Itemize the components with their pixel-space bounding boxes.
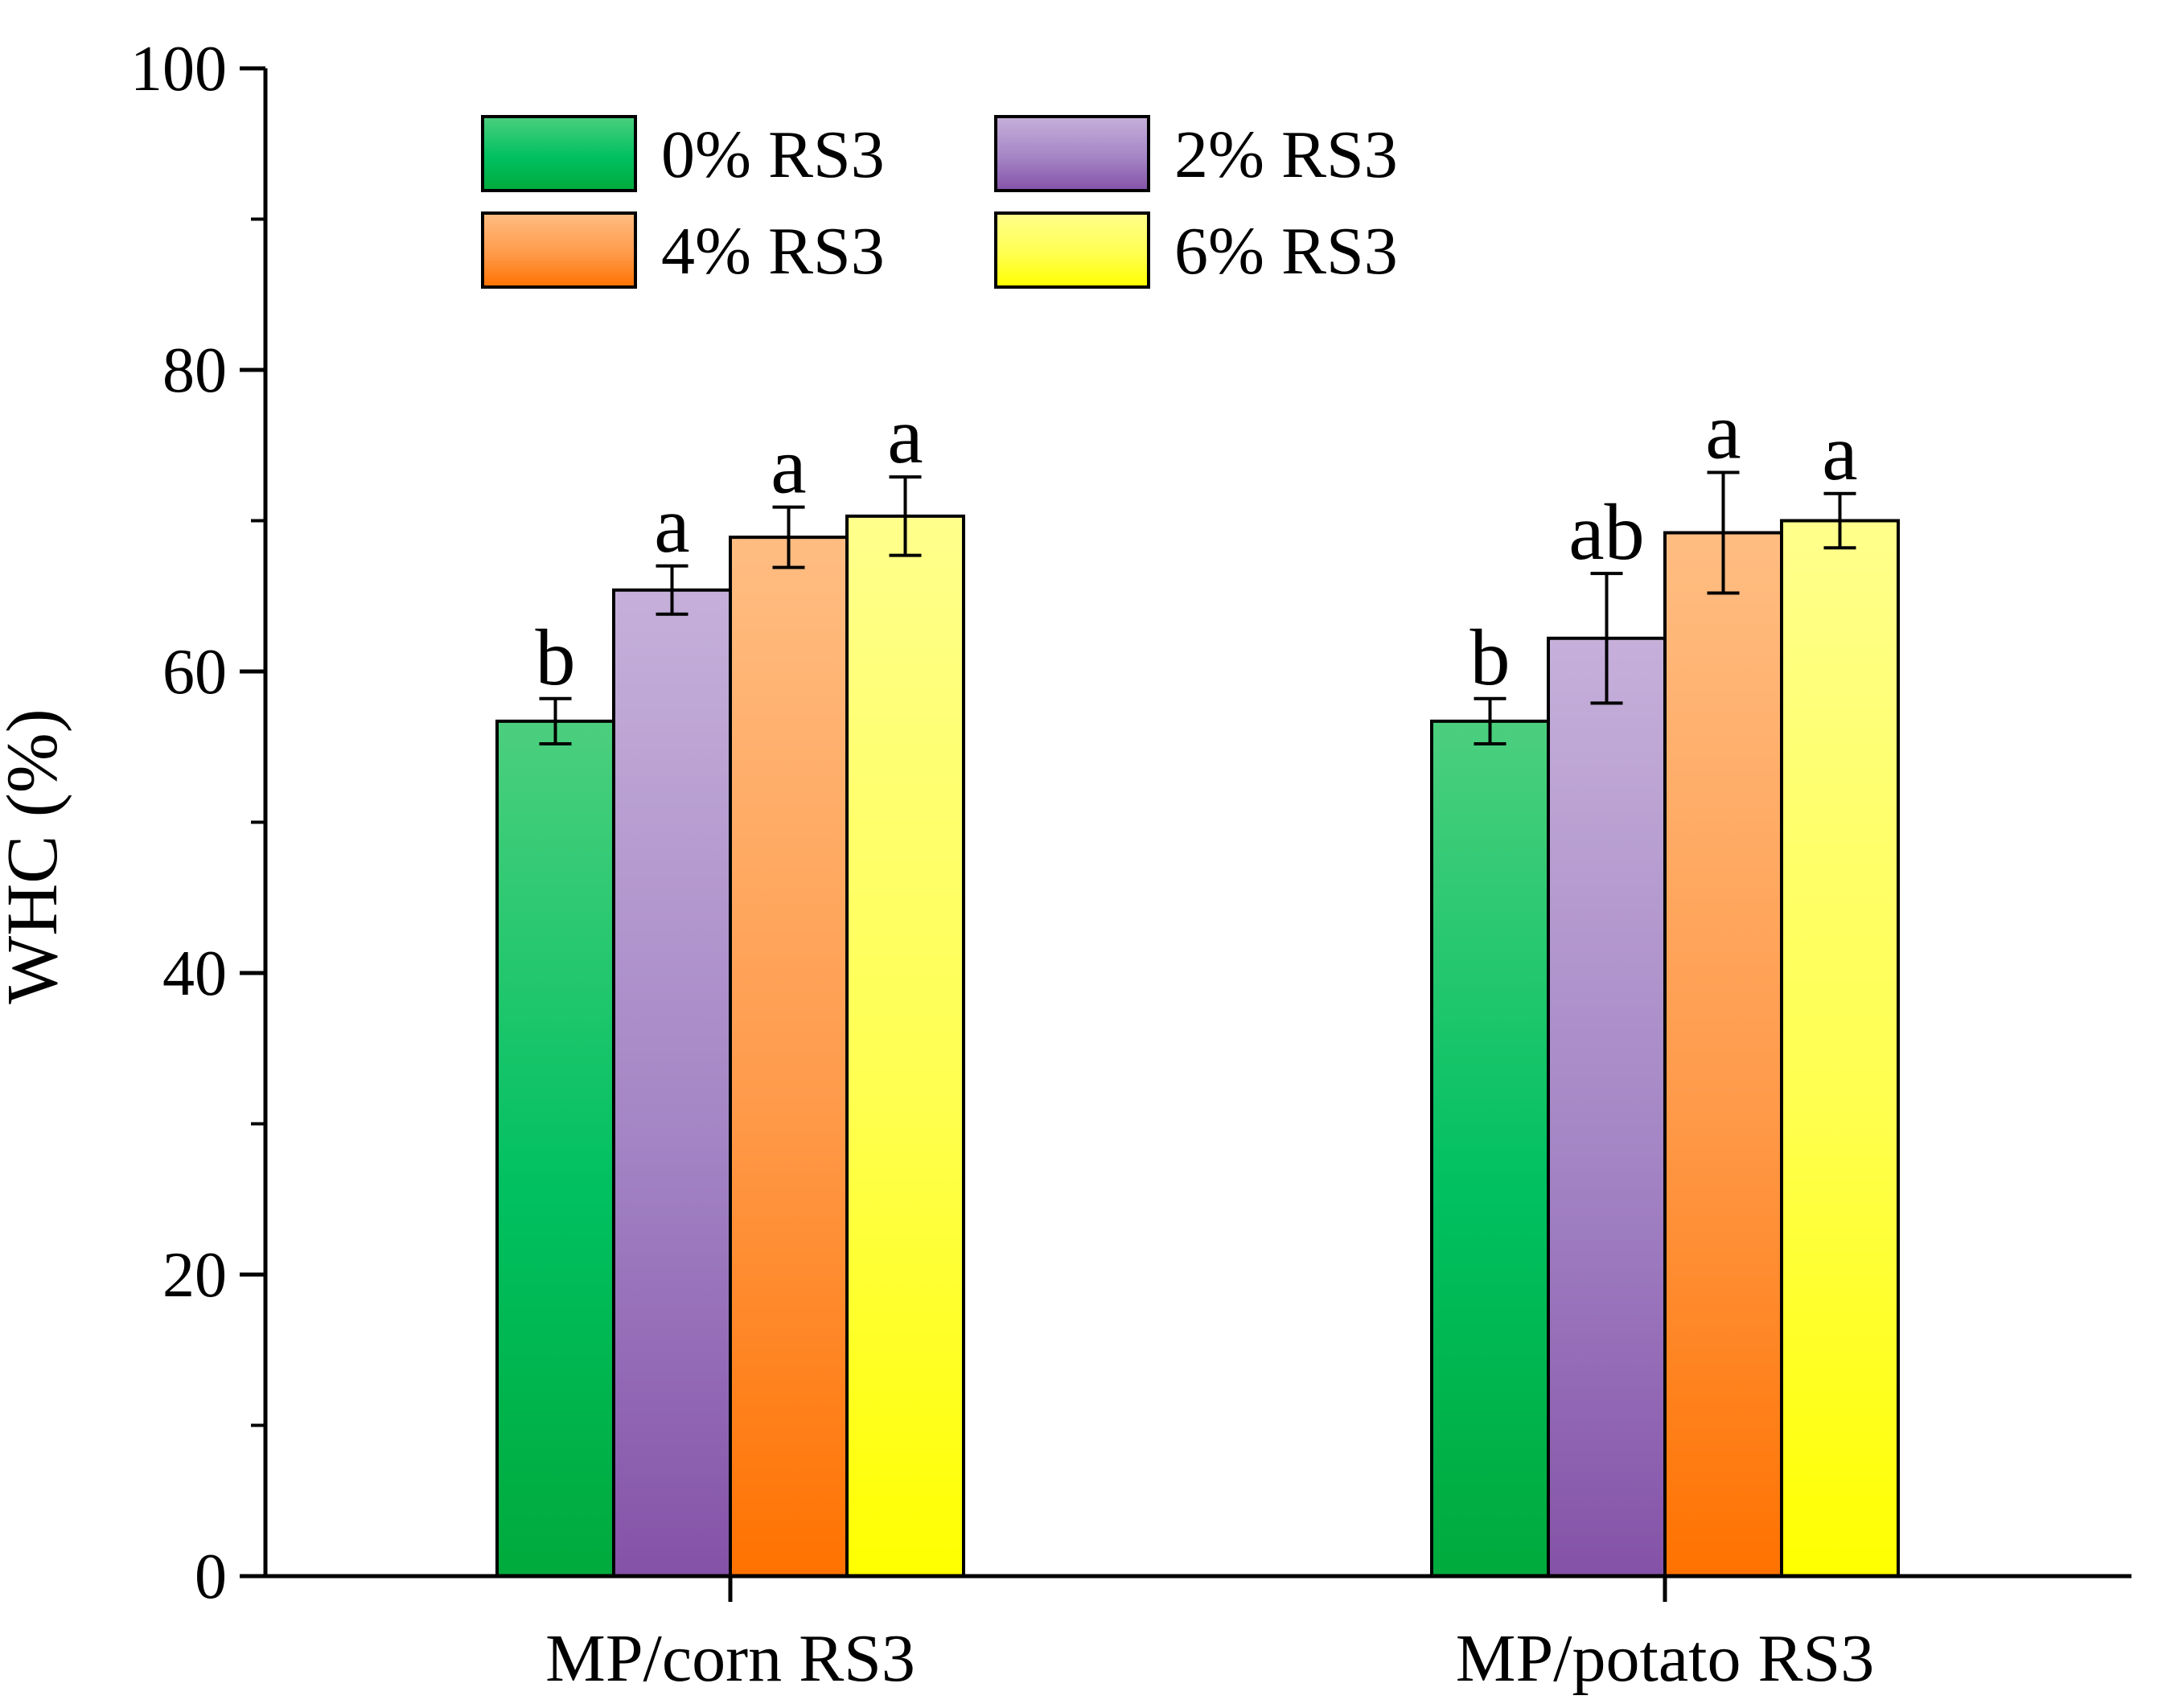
- bar-0-0: [495, 719, 615, 1578]
- error-bar-1-1: [1590, 572, 1623, 705]
- y-tick-label-60: 60: [162, 637, 227, 708]
- error-bar-1-0: [1474, 696, 1506, 745]
- bar-1-0: [1430, 719, 1550, 1578]
- bar-1-3: [1780, 519, 1900, 1578]
- legend-label-0: 0% RS3: [661, 117, 885, 192]
- bar-0-2: [729, 536, 849, 1578]
- bar-0-3: [845, 514, 965, 1578]
- legend-swatch-2: [481, 211, 637, 289]
- y-tick-label-40: 40: [162, 938, 227, 1009]
- legend-label-1: 2% RS3: [1174, 117, 1398, 192]
- error-bar-0-0: [539, 696, 572, 745]
- legend-swatch-1: [994, 115, 1150, 192]
- error-bar-0-2: [772, 505, 805, 569]
- legend-swatch-0: [481, 115, 637, 192]
- legend-swatch-3: [994, 211, 1150, 289]
- significance-label-0-1: a: [654, 480, 689, 569]
- bars-layer: [495, 514, 1900, 1578]
- error-bars-layer: [539, 470, 1856, 745]
- significance-label-0-2: a: [771, 421, 806, 511]
- y-tick-label-0: 0: [195, 1542, 227, 1612]
- y-axis-title: WHC (%): [0, 708, 72, 1004]
- axes-layer: 0 20 40 60 80 100 MP/corn RS3 MP/potato RS3: [130, 34, 2131, 1696]
- error-bar-1-2: [1707, 470, 1740, 595]
- bar-0-1: [612, 588, 732, 1578]
- y-tick-label-20: 20: [162, 1240, 227, 1311]
- legend: 0% RS3 2% RS3 4% RS3 6% RS3: [481, 115, 1398, 289]
- y-tick-label-100: 100: [130, 34, 227, 105]
- legend-label-3: 6% RS3: [1174, 214, 1398, 289]
- x-category-label-0: MP/corn RS3: [545, 1621, 915, 1696]
- significance-label-0-3: a: [887, 391, 923, 480]
- significance-label-1-2: a: [1705, 387, 1741, 476]
- significance-label-1-3: a: [1822, 408, 1857, 497]
- bar-1-1: [1547, 636, 1667, 1578]
- error-bar-0-3: [889, 475, 922, 557]
- x-category-label-1: MP/potato RS3: [1456, 1621, 1874, 1696]
- legend-label-2: 4% RS3: [661, 214, 885, 289]
- y-tick-label-80: 80: [162, 335, 227, 406]
- significance-label-0-0: b: [536, 613, 576, 702]
- error-bar-0-1: [656, 564, 689, 616]
- significance-label-1-1: ab: [1568, 487, 1644, 577]
- error-bar-1-3: [1823, 491, 1856, 550]
- significance-label-1-0: b: [1470, 613, 1511, 702]
- bar-1-2: [1663, 531, 1783, 1578]
